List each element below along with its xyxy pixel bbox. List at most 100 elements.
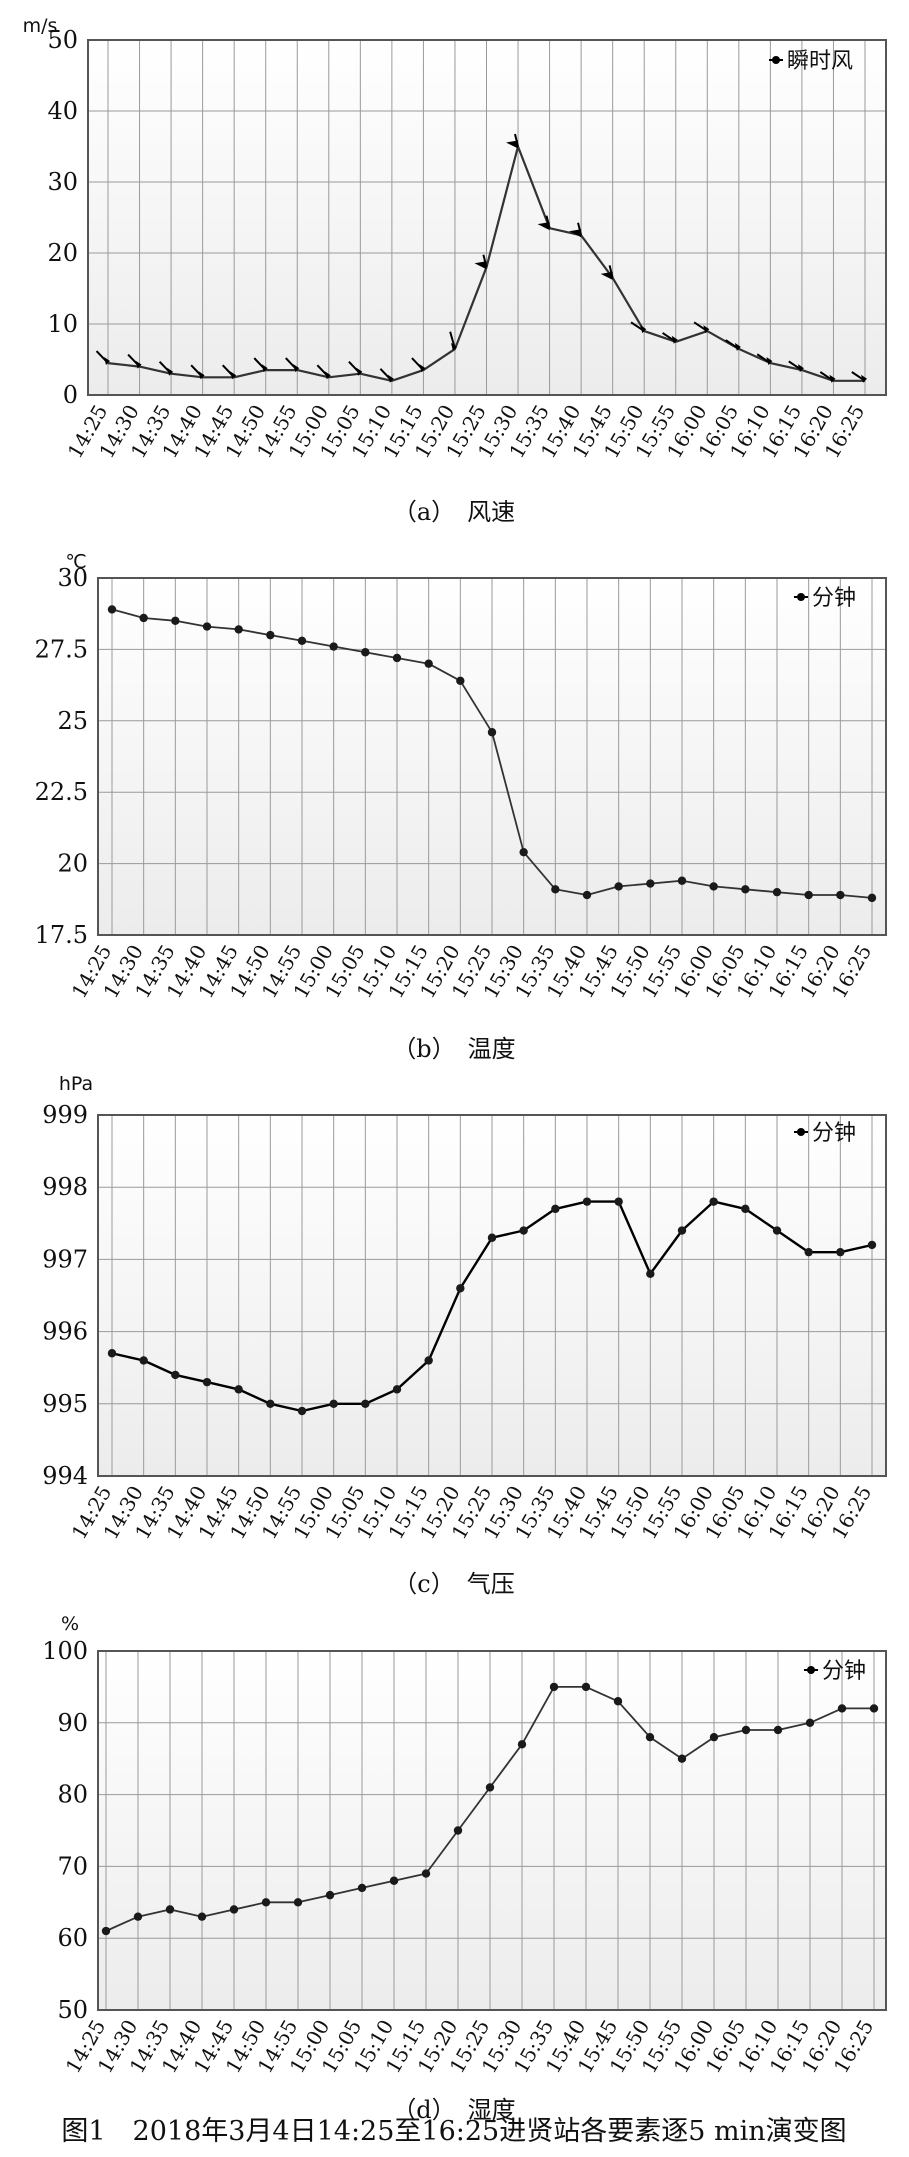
data-point (487, 728, 497, 737)
wind-barb-flag (640, 325, 647, 334)
chart-panel-b: 17.52022.52527.530℃14:2514:3014:3514:401… (35, 551, 887, 1063)
data-point (127, 353, 142, 369)
wind-barb-flag (230, 371, 237, 380)
data-point (234, 1385, 243, 1394)
data-point (867, 1240, 877, 1250)
data-point (600, 265, 614, 280)
data-point (221, 364, 237, 380)
data-point (788, 360, 804, 373)
chart-caption: （a） 风速 (393, 498, 515, 526)
y-tick-label: 998 (42, 1173, 88, 1201)
data-point (549, 1682, 559, 1692)
data-point (107, 605, 117, 614)
data-point (646, 879, 655, 888)
legend-label: 分钟 (812, 1121, 856, 1146)
y-unit-label: ℃ (65, 551, 86, 573)
wind-barb-flag (766, 357, 773, 366)
data-point (266, 630, 275, 640)
plot-frame (87, 39, 887, 396)
legend: 分钟 (794, 586, 856, 611)
wind-barb-flag (569, 229, 582, 238)
chart-panel-d: 5060708090100%14:2514:3014:3514:4014:451… (42, 1613, 887, 2124)
data-point (266, 1399, 275, 1409)
legend-label: 瞬时风 (787, 49, 853, 74)
chart-panel-a: 01020304050m/s14:2514:3014:3514:4014:451… (23, 15, 887, 526)
y-unit-label: % (61, 1613, 79, 1635)
y-tick-label: 10 (47, 310, 78, 338)
data-point (805, 1718, 815, 1728)
data-point (392, 1385, 402, 1394)
data-point (411, 357, 426, 373)
y-tick-label: 17.5 (35, 921, 88, 949)
data-point (506, 133, 520, 149)
y-tick-label: 997 (42, 1245, 88, 1273)
data-point (392, 653, 402, 663)
data-point (329, 1399, 338, 1409)
data-point (772, 1226, 782, 1235)
data-point (582, 1197, 592, 1206)
data-point (804, 890, 813, 900)
data-point (741, 1725, 751, 1735)
wind-barb-flag (703, 325, 710, 334)
y-tick-label: 80 (57, 1781, 88, 1809)
data-point (551, 885, 560, 894)
y-tick-label: 25 (57, 707, 88, 735)
chart-caption: （d） 湿度 (392, 2096, 515, 2124)
data-point (693, 321, 710, 334)
wind-barb-flag (600, 271, 613, 280)
y-tick-label: 30 (47, 168, 78, 196)
data-point (139, 1356, 148, 1365)
data-point (297, 636, 307, 646)
data-point (95, 350, 110, 366)
wind-barb-flag (198, 371, 205, 380)
data-point (197, 1912, 207, 1921)
data-point (297, 1406, 307, 1416)
data-point (139, 613, 148, 623)
wind-barb-flag (419, 364, 426, 373)
wind-barb-flag (474, 261, 487, 270)
legend-marker (797, 593, 805, 601)
y-tick-label: 20 (47, 239, 78, 267)
legend: 分钟 (804, 1659, 866, 1684)
data-point (725, 339, 741, 351)
data-point (741, 1204, 750, 1214)
data-point (253, 357, 268, 373)
chart-caption: （b） 温度 (392, 1035, 515, 1063)
data-point (424, 1356, 433, 1365)
data-point (569, 222, 583, 238)
y-tick-label: 50 (47, 26, 78, 54)
data-point (772, 887, 782, 897)
chart-caption: （c） 气压 (393, 1570, 514, 1598)
data-point (261, 1898, 271, 1907)
data-point (361, 648, 370, 657)
data-point (456, 676, 465, 686)
data-point (348, 360, 363, 376)
y-tick-label: 60 (57, 1924, 88, 1952)
wind-barb-flag (506, 140, 519, 149)
plot-frame (97, 1650, 887, 2011)
data-point (519, 847, 528, 857)
data-point (234, 625, 243, 634)
data-point (424, 659, 433, 668)
data-point (202, 622, 212, 631)
data-point (851, 371, 867, 383)
wind-barb-flag (261, 364, 268, 373)
y-tick-label: 50 (57, 1996, 88, 2024)
data-point (165, 1905, 175, 1914)
data-point (646, 1269, 655, 1279)
data-point (614, 1197, 623, 1206)
data-point (285, 357, 300, 373)
y-tick-label: 27.5 (35, 635, 88, 663)
data-point (741, 885, 750, 894)
data-point (325, 1890, 335, 1900)
legend: 分钟 (794, 1121, 856, 1146)
y-tick-label: 22.5 (35, 778, 88, 806)
wind-barb-flag (797, 364, 804, 373)
y-tick-label: 999 (42, 1101, 88, 1129)
y-tick-label: 70 (57, 1852, 88, 1880)
data-point (133, 1912, 143, 1921)
data-point (361, 1399, 370, 1409)
data-point (837, 1704, 847, 1713)
data-point (867, 893, 877, 903)
